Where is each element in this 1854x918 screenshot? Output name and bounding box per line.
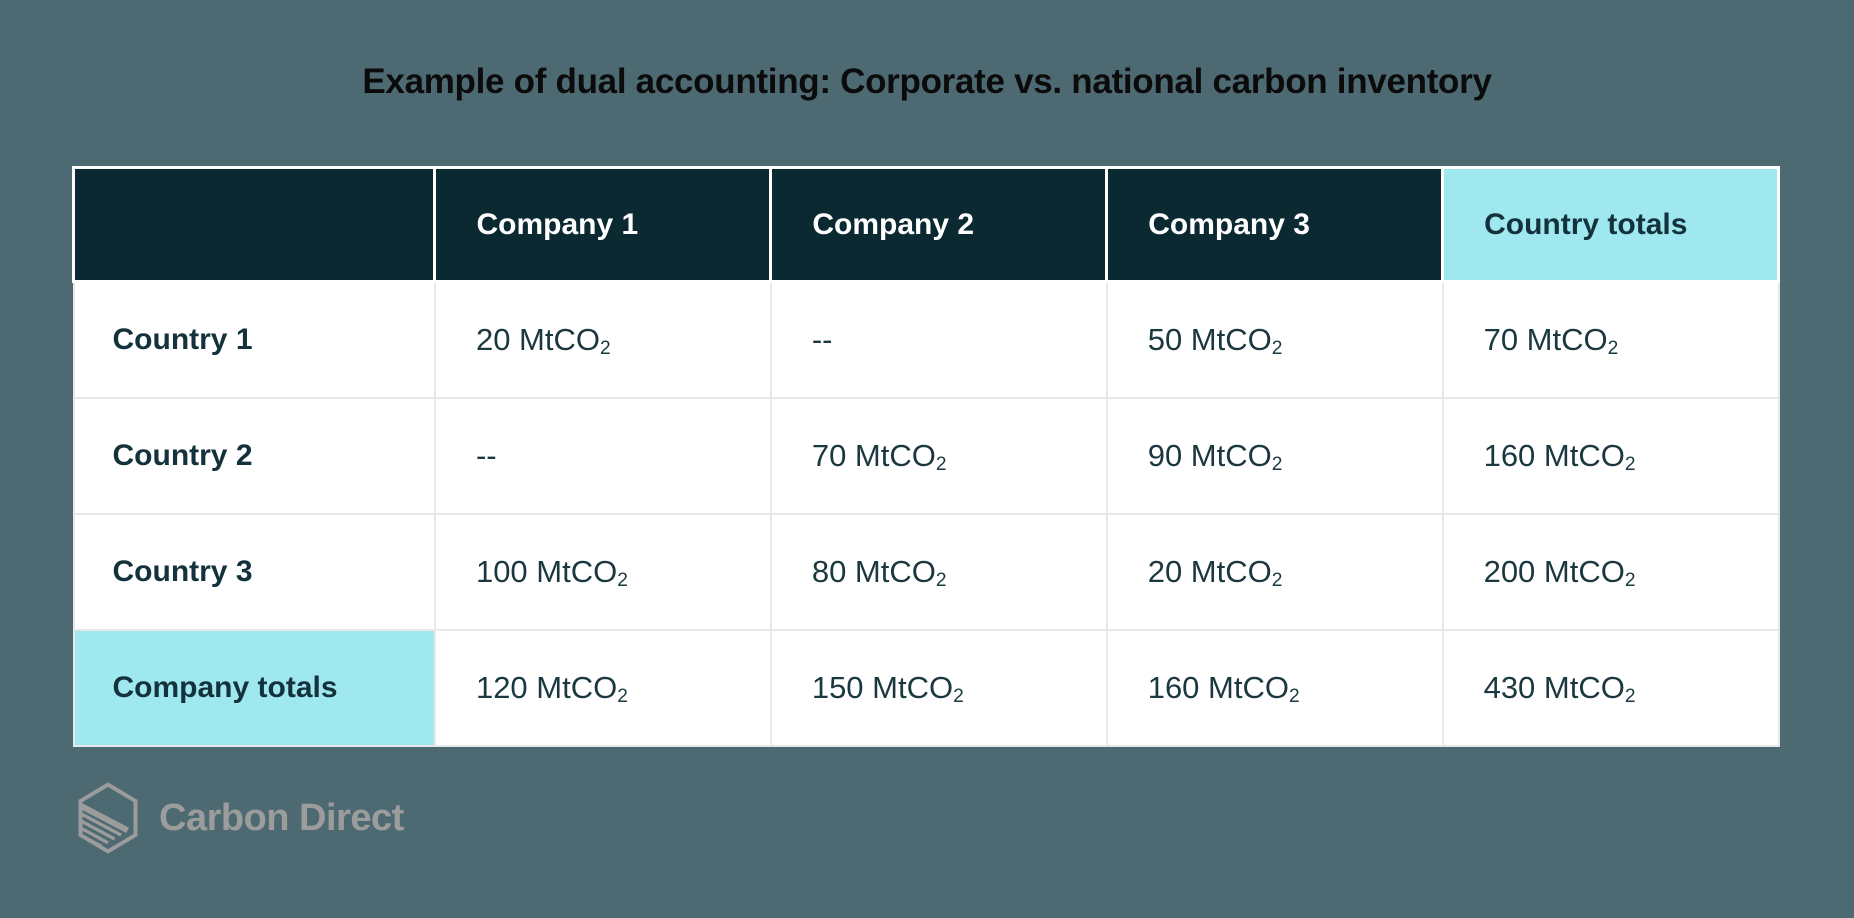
table-row: Company totals 120 MtCO2 150 MtCO2 160 MtCO…	[72, 628, 1780, 747]
hexagon-layers-icon	[78, 782, 138, 854]
column-header-company-1: Company 1	[433, 166, 773, 283]
value-cell: --	[769, 280, 1108, 399]
value-cell: 70 MtCO2	[1441, 280, 1780, 399]
value-cell: 200 MtCO2	[1441, 512, 1780, 631]
value-cell: 70 MtCO2	[769, 396, 1108, 515]
dual-accounting-table: Company 1 Company 2 Company 3 Country total…	[71, 166, 1780, 747]
row-label-country-3: Country 3	[72, 512, 436, 631]
table-body: Country 1 20 MtCO2 -- 50 MtCO2 70 MtCO2 Count…	[72, 280, 1780, 747]
value-cell: 90 MtCO2	[1105, 396, 1444, 515]
value-cell: 20 MtCO2	[1105, 512, 1444, 631]
value-cell: 20 MtCO2	[433, 280, 772, 399]
column-header-company-3: Company 3	[1105, 166, 1445, 283]
value-cell: 160 MtCO2	[1105, 628, 1444, 747]
value-cell: 100 MtCO2	[433, 512, 772, 631]
value-cell: 80 MtCO2	[769, 512, 1108, 631]
column-header-company-2: Company 2	[769, 166, 1109, 283]
table-row: Country 2 -- 70 MtCO2 90 MtCO2 160 MtCO2	[72, 396, 1780, 515]
value-cell: --	[433, 396, 772, 515]
column-header-country-totals: Country totals	[1441, 166, 1780, 283]
table-row: Country 1 20 MtCO2 -- 50 MtCO2 70 MtCO2	[72, 280, 1780, 399]
row-label-country-2: Country 2	[72, 396, 436, 515]
table-header: Company 1 Company 2 Company 3 Country total…	[71, 166, 1780, 283]
header-row: Company 1 Company 2 Company 3 Country total…	[71, 166, 1780, 283]
corner-cell	[71, 166, 437, 283]
carbon-direct-logo: Carbon Direct	[75, 782, 404, 854]
value-cell: 430 MtCO2	[1441, 628, 1780, 747]
chart-title: Example of dual accounting: Corporate vs…	[362, 62, 1492, 101]
value-cell: 50 MtCO2	[1105, 280, 1444, 399]
value-cell: 160 MtCO2	[1441, 396, 1780, 515]
row-label-country-1: Country 1	[72, 280, 436, 399]
row-label-company-totals: Company totals	[72, 628, 436, 747]
logo-wordmark: Carbon Direct	[159, 796, 404, 839]
value-cell: 120 MtCO2	[433, 628, 772, 747]
table-row: Country 3 100 MtCO2 80 MtCO2 20 MtCO2 200 Mt…	[72, 512, 1780, 631]
value-cell: 150 MtCO2	[769, 628, 1108, 747]
